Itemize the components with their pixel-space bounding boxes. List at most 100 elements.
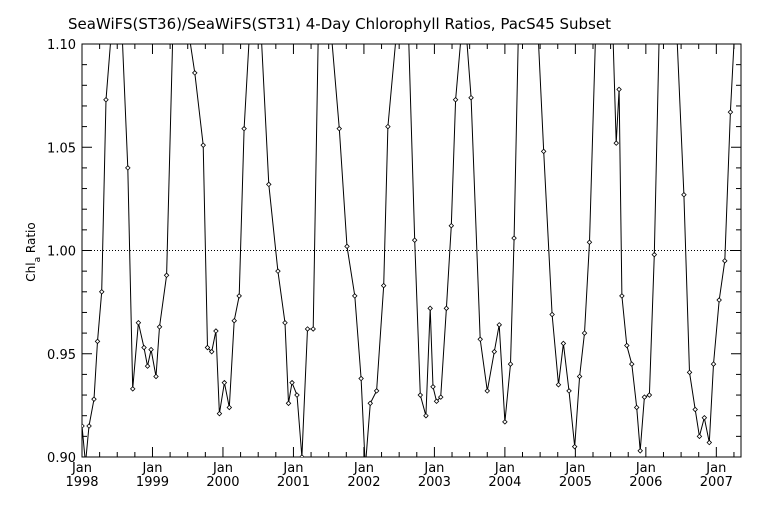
x-tick-label-year: 2001: [277, 475, 310, 490]
y-axis-label: Chla Ratio: [24, 222, 43, 281]
data-point: [141, 344, 147, 351]
y-tick-label: 1.10: [47, 38, 76, 53]
data-point: [204, 344, 211, 351]
data-point: [86, 423, 92, 429]
data-point: [624, 342, 630, 349]
data-point: [275, 268, 281, 274]
data-point: [633, 404, 640, 411]
data-point: [586, 239, 593, 246]
data-point: [619, 293, 625, 299]
series-line: [82, 44, 735, 457]
data-point: [208, 348, 215, 355]
data-point: [135, 320, 142, 326]
data-point: [692, 406, 698, 413]
data-point: [696, 433, 703, 440]
data-point: [91, 396, 97, 402]
x-tick-label-year: 2000: [206, 475, 239, 490]
data-point: [266, 181, 272, 188]
data-point: [213, 328, 219, 334]
data-point: [716, 297, 722, 303]
y-axis-label-sub: a: [33, 257, 43, 263]
x-tick-label-month: Jan: [282, 461, 303, 476]
x-tick-label-year: 2003: [418, 475, 451, 490]
x-tick-label-month: Jan: [141, 461, 162, 476]
data-point: [468, 94, 474, 101]
data-point: [285, 400, 292, 407]
data-point: [613, 140, 620, 146]
data-point: [380, 282, 387, 289]
data-point: [641, 394, 648, 400]
data-point: [511, 235, 517, 241]
data-point: [571, 443, 578, 450]
x-tick-label-month: Jan: [705, 461, 726, 476]
data-point: [163, 272, 170, 279]
data-point: [560, 340, 567, 347]
data-point: [82, 423, 85, 429]
data-point: [367, 400, 374, 407]
data-point: [443, 305, 450, 312]
x-tick-label-month: Jan: [423, 461, 444, 476]
data-point: [216, 410, 223, 417]
data-point: [710, 361, 717, 367]
data-point: [616, 86, 622, 93]
x-tick-label-year: 2006: [629, 475, 662, 490]
data-point: [373, 388, 380, 394]
data-point: [231, 317, 238, 324]
data-point: [226, 404, 233, 411]
data-point: [452, 96, 459, 103]
data-point: [423, 412, 429, 419]
x-tick-label-month: Jan: [494, 461, 515, 476]
x-tick-label-year: 2004: [488, 475, 521, 490]
data-point: [727, 109, 734, 115]
data-point: [448, 222, 455, 229]
y-axis-label-main: Chl: [24, 262, 38, 281]
y-tick-label: 0.95: [47, 348, 76, 363]
data-point: [411, 237, 418, 243]
data-point: [417, 392, 424, 398]
data-point: [310, 326, 316, 332]
x-tick-label-year: 1998: [65, 475, 98, 490]
data-point: [646, 392, 653, 398]
data-point: [507, 361, 514, 367]
data-point: [437, 394, 444, 400]
x-tick-label-year: 2007: [700, 475, 733, 490]
data-point: [336, 125, 343, 132]
data-point: [344, 243, 350, 250]
chart-title: SeaWiFS(ST36)/SeaWiFS(ST31) 4-Day Chloro…: [68, 15, 611, 33]
x-tick-label-month: Jan: [212, 461, 233, 476]
plot-frame: [81, 43, 742, 458]
data-point: [706, 439, 713, 446]
data-point: [103, 96, 109, 103]
data-point: [221, 379, 228, 386]
x-tick-label-year: 2002: [347, 475, 380, 490]
x-tick-label-year: 1999: [136, 475, 169, 490]
data-point: [722, 258, 728, 264]
data-point: [566, 388, 572, 394]
plot-area: 0.900.951.001.051.10Jan1998Jan1999Jan200…: [47, 38, 742, 490]
data-point: [484, 388, 491, 394]
x-tick-label-month: Jan: [353, 461, 374, 476]
x-tick-label-month: Jan: [71, 461, 92, 476]
data-point: [282, 320, 288, 326]
data-point: [540, 148, 547, 155]
data-point: [94, 338, 101, 345]
svg-text:Chla Ratio: Chla Ratio: [24, 222, 43, 281]
data-point: [289, 379, 295, 386]
y-tick-label: 1.00: [47, 245, 76, 260]
data-point: [581, 330, 588, 336]
y-axis-label-rest: Ratio: [24, 222, 38, 257]
data-point: [148, 346, 154, 353]
data-point: [98, 289, 105, 295]
data-point: [502, 419, 508, 425]
data-point: [241, 125, 247, 132]
data-point: [651, 251, 658, 258]
data-point: [236, 293, 242, 299]
data-point: [637, 448, 643, 454]
data-point: [681, 191, 687, 198]
data-point: [496, 322, 503, 328]
data-point: [200, 142, 206, 148]
data-point: [294, 392, 300, 398]
data-point: [477, 336, 483, 343]
data-point: [628, 361, 635, 367]
